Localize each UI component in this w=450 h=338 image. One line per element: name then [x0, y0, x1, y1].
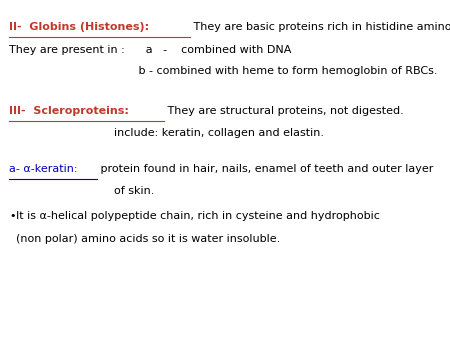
Text: They are basic proteins rich in histidine amino acid.: They are basic proteins rich in histidin…	[190, 22, 450, 32]
Text: II-  Globins (Histones):: II- Globins (Histones):	[9, 22, 149, 32]
Text: a- α-keratin:: a- α-keratin:	[9, 164, 77, 174]
Text: protein found in hair, nails, enamel of teeth and outer layer: protein found in hair, nails, enamel of …	[97, 164, 434, 174]
Text: III-  Scleroproteins:: III- Scleroproteins:	[9, 106, 129, 117]
Text: b - combined with heme to form hemoglobin of RBCs.: b - combined with heme to form hemoglobi…	[9, 66, 437, 76]
Text: (non polar) amino acids so it is water insoluble.: (non polar) amino acids so it is water i…	[9, 234, 280, 244]
Text: It is α-helical polypeptide chain, rich in cysteine and hydrophobic: It is α-helical polypeptide chain, rich …	[16, 211, 380, 221]
Text: They are present in :      a   -    combined with DNA: They are present in : a - combined with …	[9, 45, 292, 55]
Text: include: keratin, collagen and elastin.: include: keratin, collagen and elastin.	[9, 128, 324, 139]
Text: •: •	[9, 211, 15, 221]
Text: They are structural proteins, not digested.: They are structural proteins, not digest…	[164, 106, 404, 117]
Text: of skin.: of skin.	[9, 186, 154, 196]
